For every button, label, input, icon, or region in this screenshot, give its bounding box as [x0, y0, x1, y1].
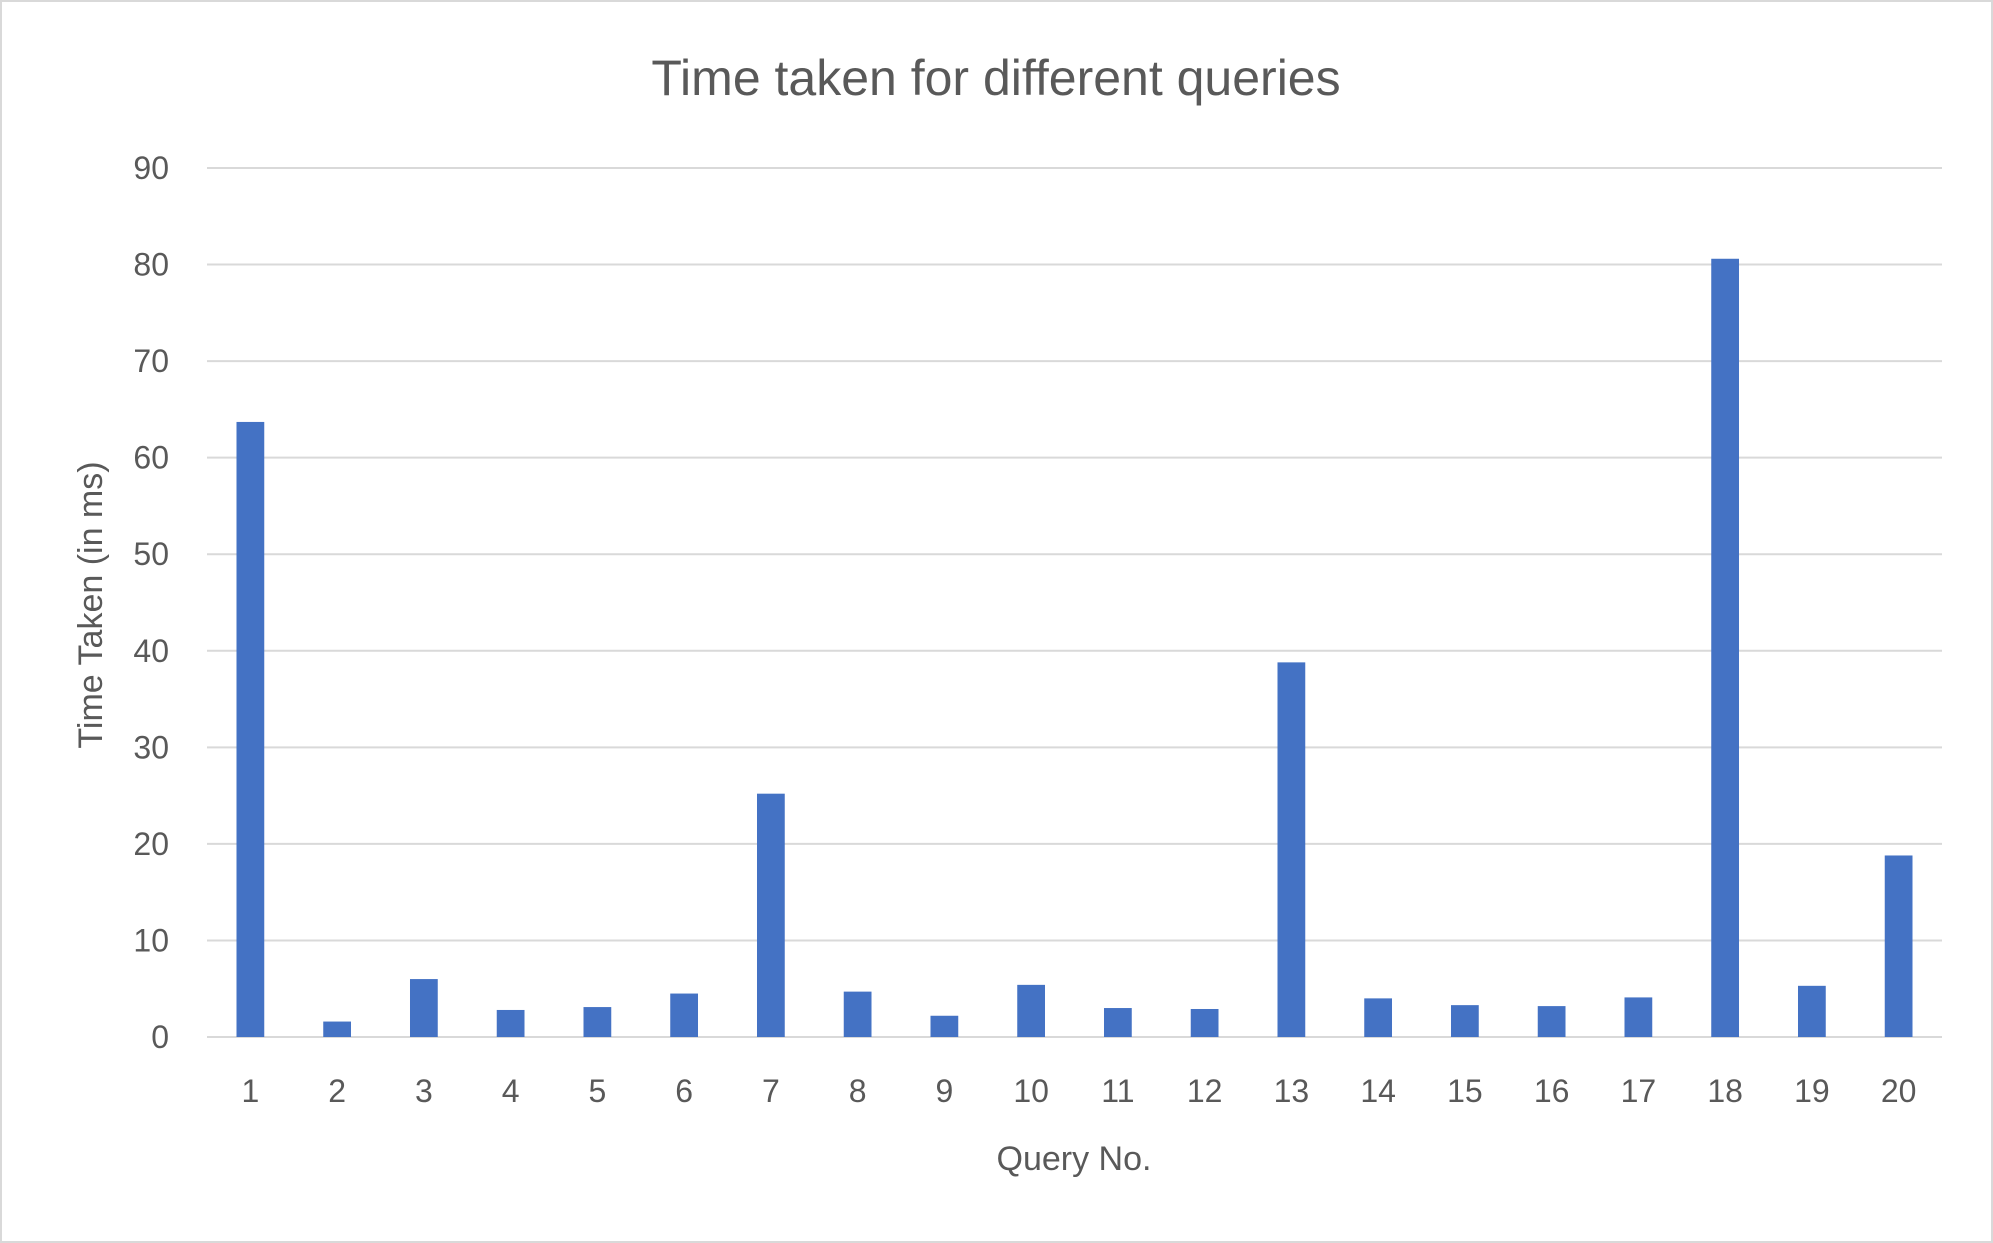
bar-query-10 [1017, 984, 1046, 1037]
bar-query-9 [930, 1015, 959, 1037]
bar-query-2 [323, 1021, 352, 1037]
y-axis-ticks: 0 10 20 30 40 50 60 70 80 90 [133, 150, 169, 1055]
bar-query-18 [1711, 258, 1740, 1037]
x-axis-ticks: 1 2 3 4 5 6 7 8 9 10 11 12 13 14 15 16 17 18 19 20 [241, 1073, 1916, 1109]
bar-query-8 [843, 991, 872, 1037]
bar-query-4 [496, 1009, 525, 1037]
x-tick-label: 16 [1534, 1073, 1570, 1109]
bar-query-17 [1624, 997, 1653, 1037]
bar-query-19 [1797, 985, 1826, 1037]
bar-query-6 [670, 993, 699, 1037]
x-tick-label: 2 [328, 1073, 346, 1109]
y-tick-label: 0 [151, 1019, 169, 1055]
bar-query-20 [1884, 855, 1913, 1037]
bar-query-7 [756, 793, 785, 1037]
y-tick-label: 10 [133, 922, 169, 958]
bar-query-12 [1190, 1008, 1219, 1037]
bar-query-3 [409, 979, 438, 1037]
bar-query-11 [1103, 1008, 1132, 1037]
x-axis-label: Query No. [997, 1140, 1152, 1178]
x-tick-label: 1 [241, 1073, 259, 1109]
x-tick-label: 17 [1621, 1073, 1657, 1109]
y-tick-label: 20 [133, 826, 169, 862]
x-tick-label: 11 [1101, 1073, 1134, 1109]
bars [236, 258, 1913, 1037]
bar-query-14 [1364, 998, 1393, 1037]
x-tick-label: 5 [588, 1073, 606, 1109]
x-tick-label: 18 [1707, 1073, 1743, 1109]
x-tick-label: 8 [849, 1073, 867, 1109]
x-tick-label: 19 [1794, 1073, 1830, 1109]
chart-title: Time taken for different queries [651, 50, 1340, 106]
y-axis-label: Time Taken (in ms) [72, 461, 110, 748]
bar-query-5 [583, 1007, 612, 1037]
bar-query-15 [1450, 1005, 1479, 1037]
bar-query-16 [1537, 1006, 1566, 1037]
y-tick-label: 30 [133, 729, 169, 765]
x-tick-label: 7 [762, 1073, 780, 1109]
gridlines [207, 167, 1942, 942]
x-tick-label: 10 [1013, 1073, 1049, 1109]
y-tick-label: 90 [133, 150, 169, 186]
x-tick-label: 20 [1881, 1073, 1917, 1109]
x-tick-label: 6 [675, 1073, 693, 1109]
y-tick-label: 50 [133, 536, 169, 572]
x-tick-label: 12 [1187, 1073, 1223, 1109]
bar-query-1 [236, 421, 265, 1037]
y-tick-label: 80 [133, 247, 169, 283]
x-tick-label: 4 [502, 1073, 520, 1109]
y-tick-label: 70 [133, 343, 169, 379]
x-tick-label: 9 [935, 1073, 953, 1109]
x-tick-label: 13 [1274, 1073, 1310, 1109]
y-tick-label: 60 [133, 440, 169, 476]
y-tick-label: 40 [133, 633, 169, 669]
x-tick-label: 14 [1360, 1073, 1396, 1109]
x-tick-label: 15 [1447, 1073, 1483, 1109]
bar-query-13 [1277, 662, 1306, 1037]
x-tick-label: 3 [415, 1073, 433, 1109]
